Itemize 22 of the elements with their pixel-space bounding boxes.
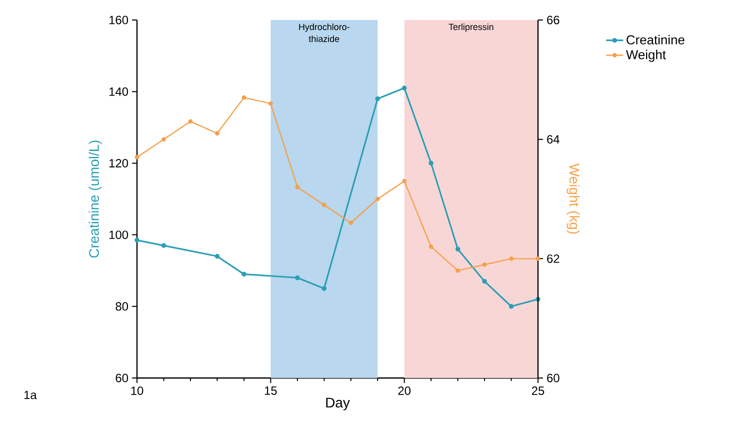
band-label: Terlipressin xyxy=(448,24,494,32)
x-tick-label: 20 xyxy=(398,386,411,395)
x-tick-label: 15 xyxy=(264,386,277,395)
y-tick-label: 140 xyxy=(109,87,128,96)
y2-tick-label: 66 xyxy=(547,16,560,24)
y2-axis-title: Weight (kg) xyxy=(566,164,580,234)
y-tick-label: 120 xyxy=(109,158,128,168)
y-tick-label: 80 xyxy=(116,302,128,311)
legend-label: Weight xyxy=(626,50,666,62)
x-tick-label: 25 xyxy=(532,386,544,395)
y-tick-label: 60 xyxy=(116,374,128,382)
y-axis-title: Creatinine (umol/L) xyxy=(88,140,102,258)
x-axis-title: Day xyxy=(326,398,350,410)
y2-tick-label: 62 xyxy=(547,254,560,263)
band-label: Hydrochloro-thiazide xyxy=(299,24,350,42)
text: 1a xyxy=(24,390,37,400)
y2-tick-label: 60 xyxy=(547,374,560,382)
x-tick-label: 10 xyxy=(131,386,144,395)
legend-label: Creatinine xyxy=(626,34,684,44)
y-tick-label: 160 xyxy=(109,16,128,24)
y-tick-label: 100 xyxy=(109,230,128,240)
y2-tick-label: 64 xyxy=(547,135,560,144)
